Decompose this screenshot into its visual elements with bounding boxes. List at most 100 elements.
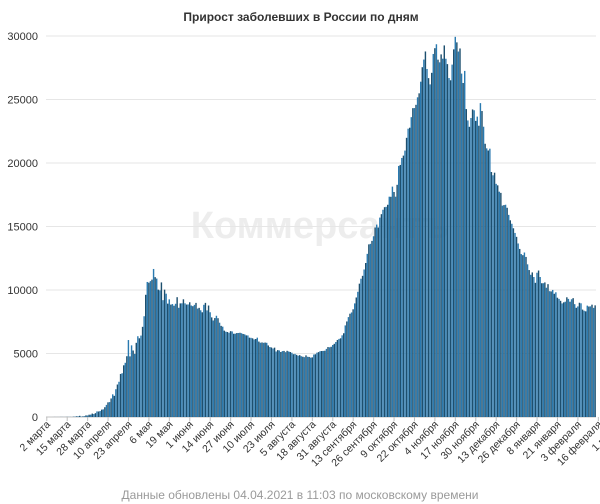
- bar: [394, 196, 397, 417]
- bar: [586, 305, 588, 417]
- bar: [479, 103, 482, 418]
- bar: [486, 148, 488, 417]
- bar: [585, 311, 587, 417]
- bar: [182, 299, 185, 417]
- bar: [97, 411, 100, 417]
- bar: [196, 308, 199, 417]
- bar: [468, 126, 471, 417]
- bar: [240, 333, 243, 417]
- bar: [137, 336, 139, 417]
- bar: [589, 306, 592, 417]
- bar: [544, 282, 546, 417]
- bar: [127, 340, 130, 417]
- bar: [427, 78, 430, 417]
- bar: [443, 45, 445, 418]
- bar: [388, 196, 390, 417]
- bar: [154, 277, 156, 417]
- bar: [157, 289, 159, 417]
- bar: [462, 82, 464, 417]
- bar: [341, 335, 343, 417]
- bar: [118, 381, 120, 417]
- y-tick-label: 10000: [7, 285, 38, 297]
- bar: [358, 283, 361, 417]
- bar: [159, 290, 161, 417]
- bar: [387, 204, 389, 417]
- bar: [145, 294, 147, 417]
- bar: [148, 282, 150, 417]
- bar: [344, 325, 346, 417]
- bar: [262, 342, 265, 417]
- bar: [476, 116, 478, 418]
- bar: [259, 342, 262, 417]
- bar: [390, 196, 392, 417]
- bar: [294, 353, 296, 417]
- bar: [291, 352, 293, 417]
- bar: [165, 293, 167, 417]
- bar: [346, 321, 348, 417]
- bar: [401, 157, 403, 417]
- bar: [162, 300, 164, 417]
- bar: [434, 48, 436, 417]
- bar: [581, 309, 584, 417]
- bar: [189, 302, 191, 417]
- bar: [134, 353, 136, 417]
- bar: [343, 333, 345, 417]
- bar: [566, 297, 568, 417]
- bar: [520, 254, 522, 417]
- bar: [108, 402, 111, 417]
- bar: [140, 335, 142, 417]
- bar: [179, 303, 181, 417]
- bar: [448, 78, 450, 418]
- bar: [361, 275, 364, 417]
- bar: [454, 36, 456, 417]
- bar: [275, 351, 277, 417]
- bar: [440, 54, 442, 417]
- bar: [132, 350, 134, 417]
- bar: [456, 42, 458, 418]
- bar: [588, 306, 590, 417]
- bar: [88, 414, 90, 417]
- bar: [497, 185, 499, 417]
- bar: [511, 223, 513, 417]
- bar: [471, 109, 474, 417]
- bar: [233, 333, 235, 417]
- bar: [222, 326, 224, 417]
- bar: [564, 301, 566, 417]
- bar: [300, 356, 302, 417]
- bar: [553, 293, 555, 417]
- bar: [429, 84, 431, 417]
- bar: [171, 304, 174, 417]
- bar: [526, 264, 529, 417]
- bar: [418, 93, 420, 417]
- bar: [481, 111, 483, 417]
- bar: [482, 126, 485, 417]
- bar: [242, 333, 244, 417]
- bar: [310, 357, 312, 417]
- bar: [426, 68, 428, 417]
- bar: [231, 331, 233, 417]
- bar: [176, 297, 178, 417]
- bar: [143, 316, 145, 417]
- bar: [313, 354, 315, 417]
- bar: [352, 309, 354, 417]
- bar: [305, 355, 307, 417]
- bar: [207, 305, 210, 417]
- bar: [201, 312, 203, 417]
- bar: [465, 109, 467, 417]
- bar: [203, 304, 205, 417]
- bar: [349, 313, 351, 417]
- bar: [398, 165, 400, 417]
- bar: [85, 415, 87, 417]
- bar: [178, 307, 180, 417]
- bar: [292, 354, 295, 417]
- bar: [270, 347, 273, 417]
- bar: [204, 302, 207, 417]
- bar: [251, 338, 254, 417]
- bar: [369, 243, 372, 417]
- bar: [295, 354, 298, 417]
- bar: [316, 352, 318, 417]
- bar: [284, 352, 287, 417]
- bar: [101, 409, 103, 417]
- bar: [475, 120, 477, 418]
- bar: [407, 128, 409, 417]
